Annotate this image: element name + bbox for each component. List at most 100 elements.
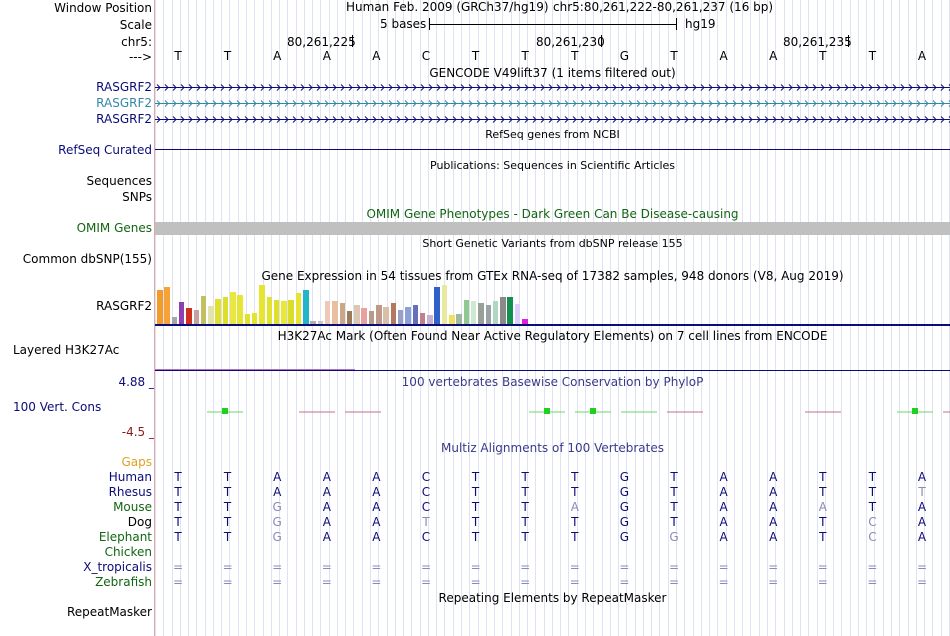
gtex-tissue-bar[interactable] <box>222 297 229 324</box>
species-label[interactable]: Zebrafish <box>95 575 152 589</box>
phylop-score-peak <box>222 408 228 414</box>
track-image-panel[interactable]: Human Feb. 2009 (GRCh37/hg19) chr5:80,26… <box>155 0 950 636</box>
gencode-label-2[interactable]: RASGRF2 <box>96 96 152 110</box>
gtex-tissue-bar[interactable] <box>346 311 353 324</box>
gtex-tissue-bar[interactable] <box>441 285 448 324</box>
gtex-tissue-bar[interactable] <box>522 319 528 324</box>
gtex-tissue-bar[interactable] <box>178 302 185 324</box>
gtex-tissue-bar[interactable] <box>500 297 506 324</box>
gtex-tissue-bar[interactable] <box>303 290 309 324</box>
gtex-tissue-bar[interactable] <box>383 307 389 324</box>
alignment-base: G <box>272 530 282 544</box>
gencode-feature-3-arrows <box>155 116 950 123</box>
gtex-tissue-bar[interactable] <box>251 313 258 324</box>
assembly-short: hg19 <box>685 17 716 31</box>
gtex-tissue-bar[interactable] <box>186 308 192 324</box>
gtex-tissue-bar[interactable] <box>295 293 302 324</box>
omim-feature-bar[interactable] <box>155 222 950 235</box>
species-label[interactable]: Elephant <box>98 530 152 544</box>
gtex-tissue-bar[interactable] <box>215 299 221 324</box>
gtex-tissue-bar[interactable] <box>259 285 265 324</box>
gridline <box>626 0 627 636</box>
gtex-tissue-bar[interactable] <box>368 311 375 324</box>
strand-chevron <box>188 84 193 91</box>
gtex-tissue-bar[interactable] <box>208 306 214 324</box>
strand-chevron <box>580 100 585 107</box>
species-label[interactable]: Chicken <box>104 545 152 559</box>
gtex-tissue-bar[interactable] <box>470 301 477 324</box>
gtex-tissue-bar[interactable] <box>171 317 178 324</box>
gtex-tissue-bar[interactable] <box>354 305 360 324</box>
species-label[interactable]: Dog <box>127 515 152 529</box>
species-label[interactable]: Rhesus <box>108 485 152 499</box>
gtex-tissue-bar[interactable] <box>193 310 199 324</box>
gencode-label-3[interactable]: RASGRF2 <box>96 112 152 126</box>
gtex-tissue-bar[interactable] <box>492 301 499 324</box>
gridline <box>932 0 933 636</box>
species-label[interactable]: Human <box>108 470 152 484</box>
gencode-label-1[interactable]: RASGRF2 <box>96 80 152 94</box>
h3k27ac-label[interactable]: Layered H3K27Ac <box>13 343 120 357</box>
gtex-tissue-bar[interactable] <box>463 300 470 324</box>
strand-chevron <box>636 100 641 107</box>
phylop-plot[interactable] <box>155 390 950 440</box>
gtex-tissue-bar[interactable] <box>281 301 287 324</box>
gridline <box>618 0 619 636</box>
refseq-feature[interactable] <box>155 149 950 150</box>
strand-chevron <box>276 116 281 123</box>
repeatmasker-label[interactable]: RepeatMasker <box>66 605 152 619</box>
gtex-tissue-bar[interactable] <box>266 297 272 324</box>
gtex-tissue-bar[interactable] <box>434 287 440 324</box>
gtex-tissue-bar[interactable] <box>361 308 367 324</box>
species-label[interactable]: X_tropicalis <box>83 560 152 574</box>
gtex-tissue-bar[interactable] <box>273 300 280 324</box>
gtex-tissue-bar[interactable] <box>507 297 513 324</box>
gtex-tissue-bar[interactable] <box>332 301 338 324</box>
gtex-tissue-bar[interactable] <box>419 313 426 324</box>
refseq-label[interactable]: RefSeq Curated <box>58 143 152 157</box>
strand-chevron <box>724 100 729 107</box>
strand-chevron <box>508 116 513 123</box>
gtex-tissue-bar[interactable] <box>310 321 316 324</box>
gtex-tissue-bar[interactable] <box>397 310 404 324</box>
snps-label[interactable]: SNPs <box>122 190 152 204</box>
gencode-feature-1[interactable] <box>155 81 950 94</box>
gtex-tissue-bar[interactable] <box>237 295 243 324</box>
phylop-label[interactable]: 100 Vert. Cons <box>13 400 102 414</box>
strand-chevron <box>932 116 937 123</box>
gtex-tissue-bar[interactable] <box>427 315 433 324</box>
gtex-tissue-bar[interactable] <box>412 305 418 324</box>
gtex-tissue-bar[interactable] <box>288 300 294 324</box>
gtex-tissue-bar[interactable] <box>324 301 331 324</box>
gencode-feature-2[interactable] <box>155 97 950 110</box>
publications-label[interactable]: Sequences <box>86 174 152 188</box>
strand-chevron <box>588 84 593 91</box>
gtex-tissue-bar[interactable] <box>339 303 345 324</box>
gtex-tissue-bar[interactable] <box>317 321 324 324</box>
gtex-bar-chart[interactable] <box>155 284 950 324</box>
omim-label[interactable]: OMIM Genes <box>76 221 152 235</box>
species-label[interactable]: Mouse <box>113 500 152 514</box>
dbsnp-label[interactable]: Common dbSNP(155) <box>22 252 152 266</box>
gtex-tissue-bar[interactable] <box>456 314 462 324</box>
gtex-tissue-bar[interactable] <box>164 287 170 324</box>
gtex-tissue-bar[interactable] <box>376 305 382 324</box>
gtex-tissue-bar[interactable] <box>244 314 251 324</box>
gtex-tissue-bar[interactable] <box>514 304 521 324</box>
gtex-tissue-bar[interactable] <box>478 303 484 324</box>
phylop-max-label: 4.88 _ <box>118 375 155 389</box>
strand-chevron <box>532 84 537 91</box>
strand-chevron <box>844 100 849 107</box>
alignment-base: = <box>272 575 283 589</box>
gtex-tissue-bar[interactable] <box>390 303 397 324</box>
gtex-tissue-bar[interactable] <box>485 305 491 324</box>
gtex-tissue-bar[interactable] <box>230 292 236 324</box>
gencode-feature-3[interactable] <box>155 113 950 126</box>
gtex-tissue-bar[interactable] <box>449 315 455 324</box>
gtex-tissue-bar[interactable] <box>405 307 411 324</box>
strand-chevron <box>780 116 785 123</box>
strand-chevron <box>300 84 305 91</box>
gtex-tissue-bar[interactable] <box>157 290 163 324</box>
gtex-tissue-bar[interactable] <box>200 296 207 324</box>
gtex-label[interactable]: RASGRF2 <box>96 299 152 313</box>
